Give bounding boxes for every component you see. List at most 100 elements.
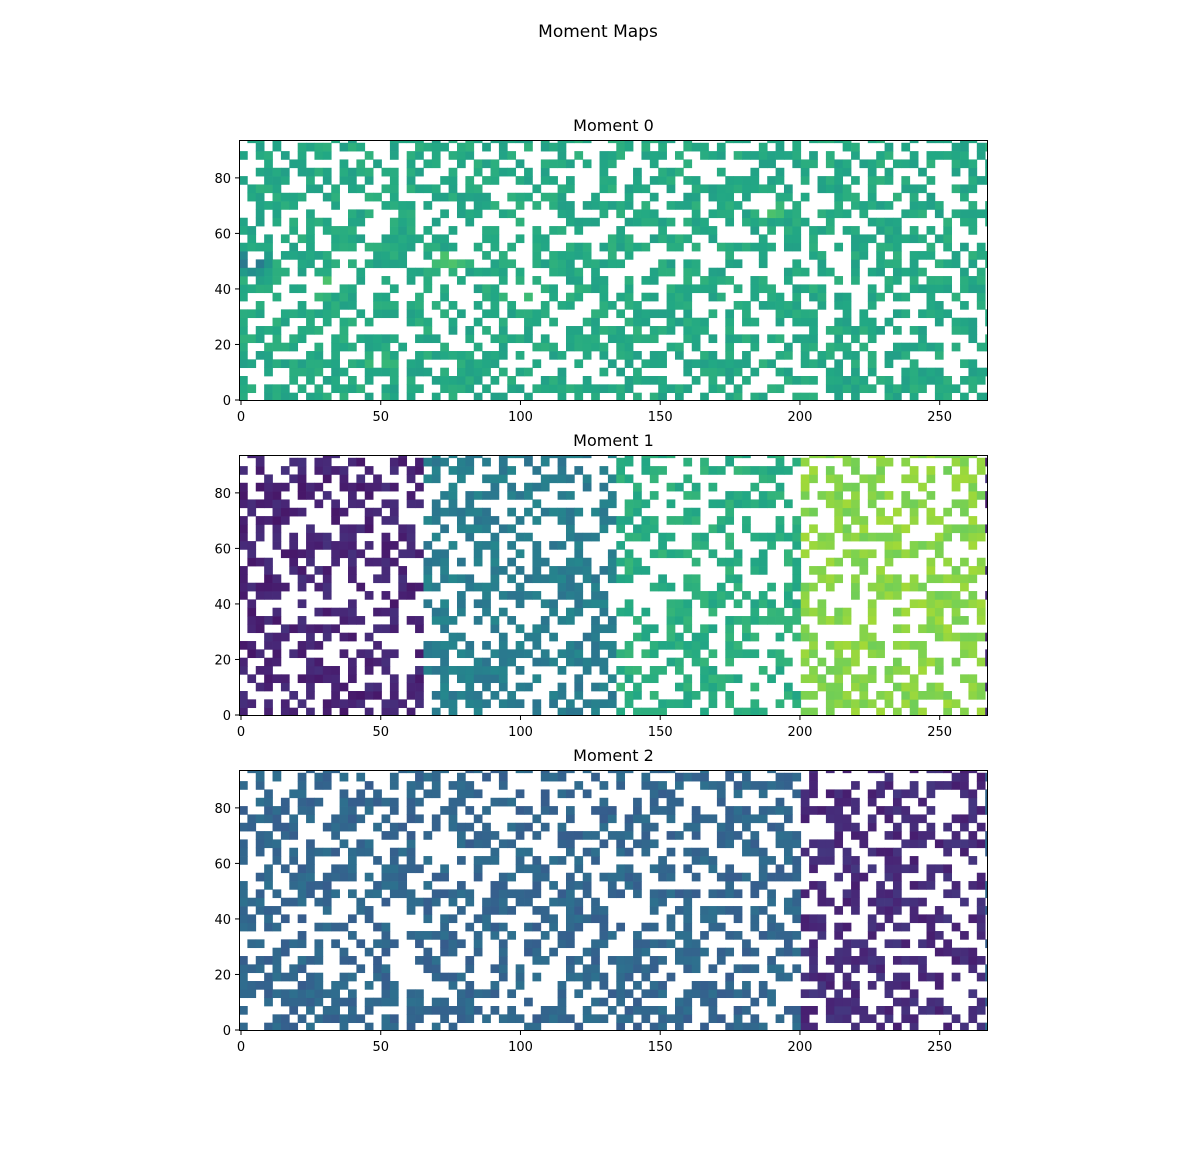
heatmap-cell [758,217,768,227]
heatmap-cell [708,814,718,824]
heatmap-cell [591,847,600,857]
heatmap-cell [767,140,776,144]
heatmap-cell [767,384,776,394]
heatmap-cell [851,376,860,385]
heatmap-cell [473,582,483,592]
heatmap-cell [884,541,894,550]
heatmap-cell [624,474,634,484]
heatmap-cell [767,872,776,882]
heatmap-cell [582,201,592,210]
heatmap-cell [507,192,517,202]
heatmap-cell [448,167,458,177]
heatmap-cell [876,591,885,600]
heatmap-cell [490,140,500,144]
heatmap-cell [389,234,399,244]
heatmap-cell [264,326,273,335]
heatmap-cell [968,251,978,260]
heatmap-cell [364,657,374,667]
heatmap-cell [708,267,718,277]
heatmap-cell [901,997,911,1007]
heatmap-cell [985,499,988,509]
heatmap-cell [708,682,718,692]
heatmap-cell [314,292,324,302]
heatmap-cell [951,317,961,327]
heatmap-cell [322,267,332,277]
heatmap-cell [239,839,248,849]
heatmap-cell [557,691,567,700]
heatmap-cell [817,359,827,369]
heatmap-cell [750,466,760,475]
heatmap-cell [800,806,810,815]
heatmap-cell [565,140,575,144]
heatmap-cell [725,889,735,899]
heatmap-cell [465,682,475,692]
heatmap-cell [306,351,315,360]
heatmap-cell [239,897,248,907]
heatmap-cell [373,939,382,949]
heatmap-cell [297,159,307,169]
heatmap-cell [322,624,332,634]
heatmap-cell [364,889,374,899]
heatmap-cell [683,474,693,484]
heatmap-cell [373,822,382,832]
heatmap-cell [817,491,827,500]
heatmap-cell [708,997,718,1007]
heatmap-cell [591,956,600,965]
heatmap-cell [834,384,844,394]
heatmap-cell [356,906,366,915]
heatmap-cell [683,309,693,319]
heatmap-cell [960,616,969,625]
heatmap-cell [549,922,558,932]
heatmap-cell [532,317,542,327]
heatmap-cell [239,574,248,584]
heatmap-cell [918,881,927,890]
heatmap-cell [306,770,315,774]
heatmap-cell [306,806,315,815]
heatmap-cell [700,226,709,235]
heatmap-cell [440,947,449,957]
heatmap-cell [658,641,667,650]
heatmap-cell [649,649,659,659]
heatmap-cell [691,657,701,667]
heatmap-cell [750,599,760,609]
heatmap-cell [658,981,667,990]
heatmap-cell [272,201,282,210]
heatmap-cell [297,259,307,269]
heatmap-cell [557,1014,567,1024]
heatmap-cell [473,359,483,369]
heatmap-cell [775,666,785,675]
heatmap-cell [348,176,357,185]
heatmap-cell [716,267,726,277]
heatmap-cell [490,881,500,890]
heatmap-cell [934,1006,944,1015]
heatmap-cell [607,251,617,260]
heatmap-cell [280,201,290,210]
heatmap-cell [809,789,818,799]
heatmap-cell [306,632,315,642]
heatmap-cell [968,674,978,684]
heatmap-cell [649,176,659,185]
heatmap-cell [817,455,827,459]
heatmap-cell [264,184,273,194]
heatmap-cell [716,682,726,692]
heatmap-cell [322,847,332,857]
heatmap-cell [909,367,919,377]
heatmap-cell [574,217,584,227]
heatmap-cell [448,691,458,700]
heatmap-cell [524,770,533,774]
x-tick-label: 250 [927,410,952,425]
heatmap-cell [532,276,542,285]
heatmap-cell [783,242,793,252]
heatmap-cell [649,806,659,815]
heatmap-cell [247,939,257,949]
heatmap-cell [943,466,953,475]
heatmap-cell [641,334,651,344]
heatmap-cell [280,831,290,840]
heatmap-cell [649,956,659,965]
heatmap-cell [792,284,802,294]
heatmap-cell [876,516,885,525]
heatmap-cell [725,591,735,600]
heatmap-cell [817,839,827,849]
heatmap-cell [867,897,877,907]
heatmap-cell [934,392,944,401]
